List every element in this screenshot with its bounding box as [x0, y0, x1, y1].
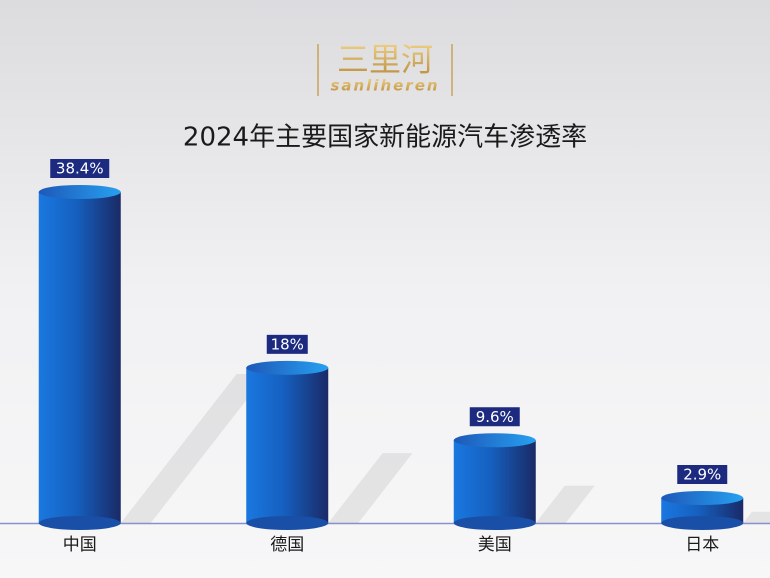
value-label: 2.9% — [683, 466, 721, 484]
bar-top — [661, 491, 744, 506]
bar-body — [38, 192, 121, 523]
bar-shadow — [120, 374, 267, 523]
bar-top — [38, 185, 121, 199]
x-tick-label: 日本 — [685, 535, 719, 555]
bar — [661, 491, 744, 530]
logo-subtitle: sanliheren — [330, 77, 439, 95]
bar-bottom — [661, 516, 744, 530]
x-tick-label: 德国 — [270, 535, 304, 555]
bar — [38, 185, 121, 530]
value-label-box — [266, 334, 308, 354]
value-label: 9.6% — [476, 408, 514, 426]
logo: 三里河 sanliheren — [317, 41, 453, 96]
x-tick-label: 美国 — [478, 535, 512, 555]
bar-bottom — [246, 516, 329, 530]
chart-title: 2024年主要国家新能源汽车渗透率 — [183, 123, 587, 153]
value-label: 18% — [271, 335, 304, 353]
bar-shadow — [328, 453, 413, 523]
bar-top — [453, 433, 536, 448]
x-tick-label: 中国 — [63, 535, 97, 555]
value-label: 38.4% — [56, 160, 104, 178]
bar-body — [453, 440, 536, 523]
bar-shadow — [535, 485, 595, 523]
bar-body — [246, 367, 329, 523]
bar — [453, 433, 536, 530]
value-label-box — [469, 407, 520, 427]
bar-top — [246, 360, 329, 375]
bar — [246, 360, 329, 530]
logo-name: 三里河 — [337, 41, 433, 79]
bar-bottom — [38, 516, 121, 530]
value-label-box — [50, 159, 110, 178]
value-label-box — [677, 465, 728, 485]
bar-bottom — [453, 516, 536, 530]
bar-shadow — [743, 511, 770, 523]
